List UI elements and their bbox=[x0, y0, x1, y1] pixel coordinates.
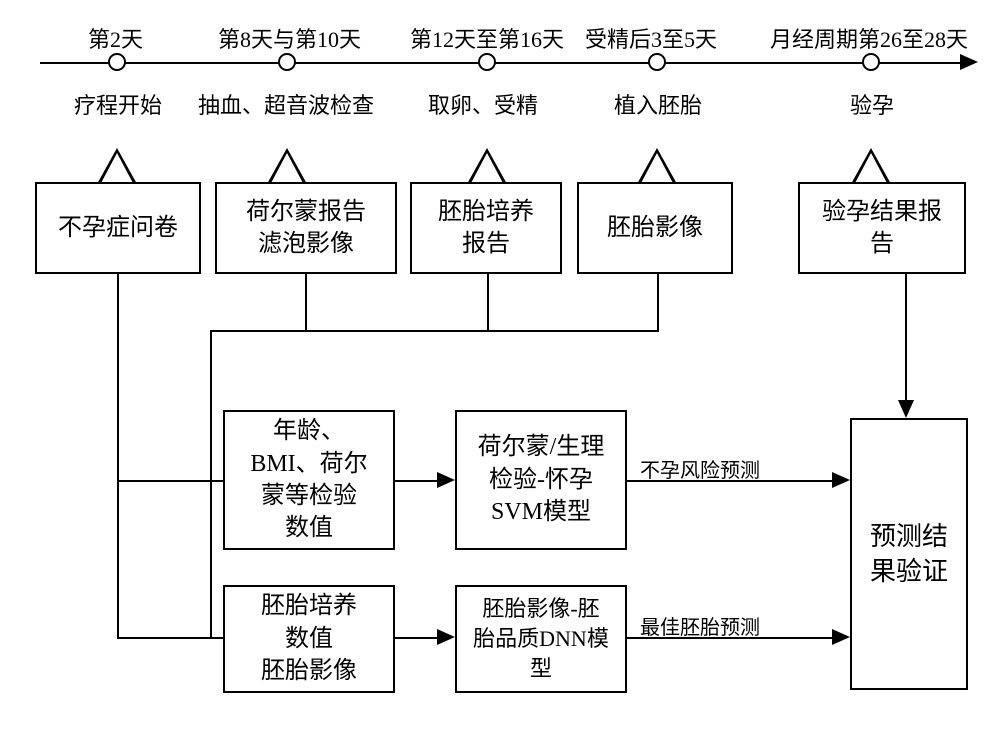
box-dnn-text: 胚胎影像-胚胎品质DNN模型 bbox=[473, 594, 609, 683]
conn-pr-down bbox=[905, 274, 907, 402]
callout-text-3: 胚胎培养报告 bbox=[438, 196, 534, 261]
callout-box-pregnancy-result: 验孕结果报告 bbox=[798, 182, 966, 274]
callout-pointer-1-mask bbox=[100, 153, 134, 185]
callout-text-5: 验孕结果报告 bbox=[822, 196, 942, 261]
timeline-dot-4 bbox=[648, 53, 666, 71]
timeline-bot-1: 疗程开始 bbox=[74, 88, 162, 120]
callout-text-1: 不孕症问卷 bbox=[58, 212, 178, 244]
box-age-bmi: 年龄、BMI、荷尔蒙等检验数值 bbox=[223, 410, 395, 550]
box-embryo-values: 胚胎培养数值胚胎影像 bbox=[223, 585, 395, 693]
conn-merge-bus bbox=[210, 330, 659, 332]
timeline-bot-3: 取卵、受精 bbox=[428, 88, 538, 120]
callout-box-questionnaire: 不孕症问卷 bbox=[35, 182, 201, 274]
timeline-dot-2 bbox=[278, 53, 296, 71]
edge-label-best: 最佳胚胎预测 bbox=[640, 611, 760, 640]
arrow-r2-c bbox=[832, 629, 850, 645]
arrow-r1-c bbox=[832, 472, 850, 488]
conn-q-to-trunk-2 bbox=[117, 637, 210, 639]
callout-text-4: 胚胎影像 bbox=[607, 212, 703, 244]
box-result-verify-text: 预测结果验证 bbox=[870, 519, 948, 589]
timeline-top-2: 第8天与第10天 bbox=[218, 22, 361, 54]
callout-box-hormone: 荷尔蒙报告滤泡影像 bbox=[215, 182, 397, 274]
box-dnn: 胚胎影像-胚胎品质DNN模型 bbox=[455, 585, 627, 693]
conn-ec-down bbox=[487, 274, 489, 330]
callout-box-embryo-image: 胚胎影像 bbox=[577, 182, 733, 274]
box-result-verify: 预测结果验证 bbox=[850, 418, 968, 690]
timeline-dot-1 bbox=[108, 53, 126, 71]
timeline-top-1: 第2天 bbox=[88, 22, 143, 54]
box-embryo-values-text: 胚胎培养数值胚胎影像 bbox=[261, 590, 357, 687]
conn-hr-down bbox=[305, 274, 307, 330]
conn-r2-a bbox=[210, 637, 223, 639]
timeline-dot-3 bbox=[478, 53, 496, 71]
timeline-top-3: 第12天至第16天 bbox=[410, 22, 564, 54]
box-svm: 荷尔蒙/生理检验-怀孕SVM模型 bbox=[455, 410, 627, 550]
timeline-dot-5 bbox=[862, 53, 880, 71]
arrow-pr-down bbox=[898, 400, 914, 418]
callout-pointer-2-mask bbox=[270, 153, 304, 185]
conn-ei-down bbox=[657, 274, 659, 330]
conn-r1-a bbox=[210, 480, 223, 482]
callout-text-2: 荷尔蒙报告滤泡影像 bbox=[246, 196, 366, 261]
timeline-axis bbox=[40, 62, 965, 64]
callout-pointer-5-mask bbox=[854, 153, 888, 185]
callout-box-embryo-culture: 胚胎培养报告 bbox=[410, 182, 562, 274]
timeline-bot-2: 抽血、超音波检查 bbox=[198, 88, 374, 120]
edge-label-risk: 不孕风险预测 bbox=[640, 454, 760, 483]
conn-q-down bbox=[117, 274, 119, 637]
box-svm-text: 荷尔蒙/生理检验-怀孕SVM模型 bbox=[478, 431, 605, 528]
timeline-bot-5: 验孕 bbox=[850, 88, 894, 120]
conn-r1-b bbox=[395, 480, 439, 482]
arrow-r2-b bbox=[437, 629, 455, 645]
conn-trunk-down bbox=[210, 330, 212, 637]
timeline-bot-4: 植入胚胎 bbox=[614, 88, 702, 120]
conn-r2-b bbox=[395, 637, 439, 639]
callout-pointer-3-mask bbox=[470, 153, 504, 185]
box-age-bmi-text: 年龄、BMI、荷尔蒙等检验数值 bbox=[250, 415, 367, 545]
callout-pointer-4-mask bbox=[640, 153, 674, 185]
timeline-top-5: 月经周期第26至28天 bbox=[770, 22, 968, 54]
conn-q-to-trunk-1 bbox=[117, 480, 210, 482]
timeline-arrowhead bbox=[960, 54, 978, 70]
arrow-r1-b bbox=[437, 472, 455, 488]
timeline-top-4: 受精后3至5天 bbox=[585, 22, 717, 54]
